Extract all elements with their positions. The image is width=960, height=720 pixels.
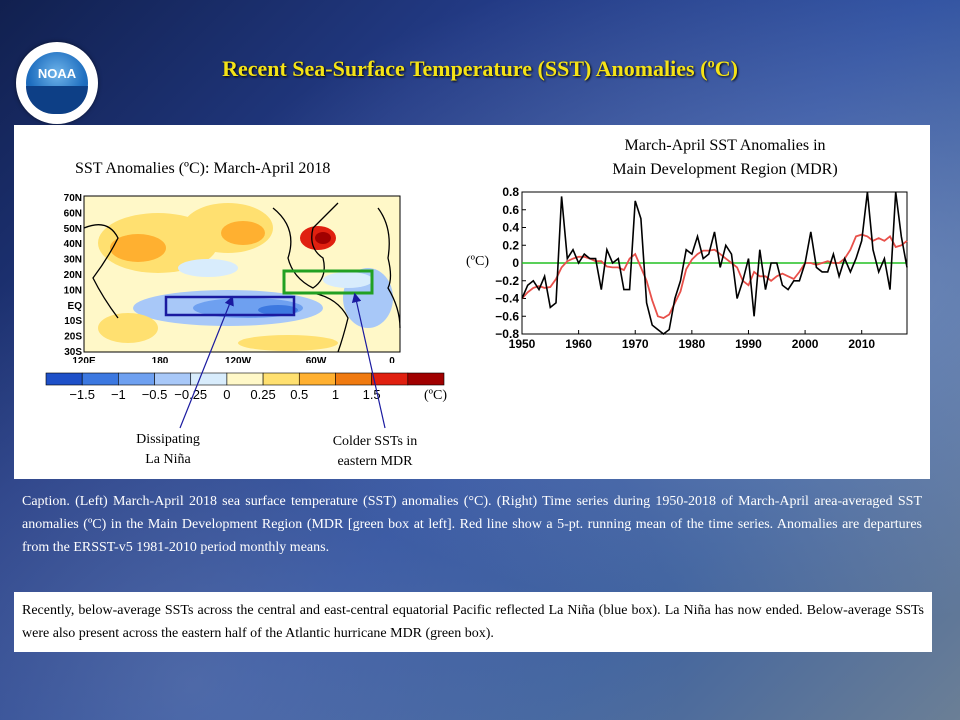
x-tick-label: 1990 — [735, 337, 762, 351]
colorbar-tick: 1.5 — [363, 387, 381, 402]
coastlines — [83, 202, 401, 353]
y-tick-label: −0.6 — [495, 309, 519, 323]
y-tick-label: −0.8 — [495, 327, 519, 341]
colorbar: −1.5 −1 −0.5 −0.25 0 0.25 0.5 1 1.5 — [45, 372, 445, 402]
lon-label: 180 — [152, 356, 169, 363]
summary-box: Recently, below-average SSTs across the … — [14, 592, 932, 652]
colorbar-tick: −1.5 — [69, 387, 95, 402]
colorbar-tick: 0.25 — [250, 387, 275, 402]
x-tick-label: 1950 — [509, 337, 536, 351]
colorbar-block — [298, 372, 336, 386]
map-title: SST Anomalies (ºC): March-April 2018 — [75, 160, 331, 177]
annotation-mdr-line1: Colder SSTs in — [332, 434, 418, 449]
annotation-mdr: Colder SSTs in eastern MDR — [300, 432, 450, 472]
colorbar-tick: −1 — [111, 387, 126, 402]
lat-label: 20S — [64, 332, 82, 343]
mdr-time-series-chart: −0.8 −0.6 −0.4 −0.2 0 0.2 0.4 0.6 0.8 1950 1960 197… — [495, 186, 908, 351]
noaa-logo-wave — [26, 86, 88, 114]
chart-title: March-April SST Anomalies in Main Develo… — [560, 134, 890, 182]
colorbar-block — [154, 372, 192, 386]
annotation-la-nina: Dissipating La Niña — [118, 430, 218, 470]
lat-label: 20N — [64, 270, 82, 281]
lat-label: 60N — [64, 208, 82, 219]
y-tick-label: 0.4 — [502, 221, 519, 235]
colorbar-unit: (ºC) — [424, 388, 448, 403]
x-tick-label: 1960 — [565, 337, 592, 351]
y-tick-label: 0.2 — [502, 238, 519, 252]
annotation-la-nina-line1: Dissipating — [136, 432, 200, 447]
colorbar-tick: 0 — [223, 387, 230, 402]
colorbar-tick: −0.5 — [142, 387, 168, 402]
lat-label: EQ — [68, 301, 83, 312]
colorbar-block — [262, 372, 300, 386]
lat-label: 10S — [64, 316, 82, 327]
y-tick-label: −0.4 — [495, 292, 519, 306]
colorbar-block — [45, 372, 83, 386]
noaa-logo-text: NOAA — [37, 66, 77, 81]
chart-title-line1: March-April SST Anomalies in — [624, 137, 826, 154]
lat-label: 30N — [64, 255, 82, 266]
series-line-annual — [521, 191, 908, 336]
lat-label: 40N — [64, 239, 82, 250]
series-line-running-mean — [521, 233, 908, 319]
colorbar-block — [226, 372, 264, 386]
y-tick-label: 0.8 — [502, 186, 519, 199]
caption-text: Caption. (Left) March-April 2018 sea sur… — [22, 494, 922, 555]
mdr-box — [282, 269, 374, 295]
y-tick-label: −0.2 — [495, 274, 519, 288]
y-tick-label: 0 — [512, 256, 519, 270]
chart-ylabel: (ºC) — [466, 254, 490, 269]
colorbar-block — [118, 372, 155, 386]
colorbar-tick: 0.5 — [290, 387, 308, 402]
noaa-logo: NOAA — [16, 42, 98, 124]
lat-label: 70N — [64, 193, 82, 204]
slide-title: Recent Sea-Surface Temperature (SST) Ano… — [222, 56, 738, 81]
x-tick-label: 1980 — [679, 337, 706, 351]
colorbar-block — [335, 372, 372, 386]
colorbar-tick: −0.25 — [174, 387, 207, 402]
x-tick-label: 2010 — [848, 337, 875, 351]
colorbar-block — [81, 372, 119, 386]
lon-label: 60W — [306, 356, 327, 363]
lat-label: 10N — [64, 285, 82, 296]
annotation-la-nina-line2: La Niña — [145, 452, 191, 467]
colorbar-block — [190, 372, 228, 386]
y-tick-label: 0.6 — [502, 203, 519, 217]
lon-label: 120E — [72, 356, 96, 363]
annotation-mdr-line2: eastern MDR — [337, 454, 413, 469]
chart-title-line2: Main Development Region (MDR) — [612, 161, 838, 178]
lon-label: 0 — [389, 356, 395, 363]
colorbar-block — [407, 372, 445, 386]
x-tick-label: 2000 — [792, 337, 819, 351]
colorbar-tick: 1 — [332, 387, 339, 402]
colorbar-block — [371, 372, 409, 386]
colorbar-blocks — [45, 372, 445, 386]
lat-label: 30S — [64, 347, 82, 358]
x-tick-label: 1970 — [622, 337, 649, 351]
lat-label: 50N — [64, 224, 82, 235]
sst-anomaly-map: 70N 60N 50N 40N 30N 20N 10N EQ 10S 20S 30S 120E 180… — [64, 193, 401, 363]
lon-label: 120W — [225, 356, 252, 363]
